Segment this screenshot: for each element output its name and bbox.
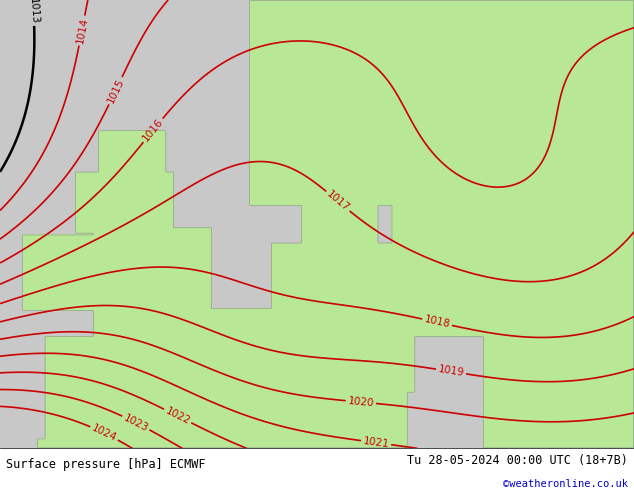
Text: 1016: 1016	[141, 117, 165, 144]
Text: 1021: 1021	[363, 436, 390, 449]
Text: 1020: 1020	[347, 396, 374, 408]
Text: 1013: 1013	[27, 0, 39, 24]
Text: 1023: 1023	[122, 413, 150, 433]
Text: Tu 28-05-2024 00:00 UTC (18+7B): Tu 28-05-2024 00:00 UTC (18+7B)	[407, 454, 628, 466]
Text: 1017: 1017	[325, 189, 351, 214]
Text: 1019: 1019	[437, 365, 465, 378]
Text: 1014: 1014	[75, 17, 89, 45]
Text: 1024: 1024	[90, 423, 118, 443]
Text: ©weatheronline.co.uk: ©weatheronline.co.uk	[503, 479, 628, 489]
Text: 1022: 1022	[164, 406, 191, 426]
Text: Surface pressure [hPa] ECMWF: Surface pressure [hPa] ECMWF	[6, 458, 206, 471]
Text: 1015: 1015	[105, 77, 126, 105]
Text: 1018: 1018	[423, 315, 451, 330]
